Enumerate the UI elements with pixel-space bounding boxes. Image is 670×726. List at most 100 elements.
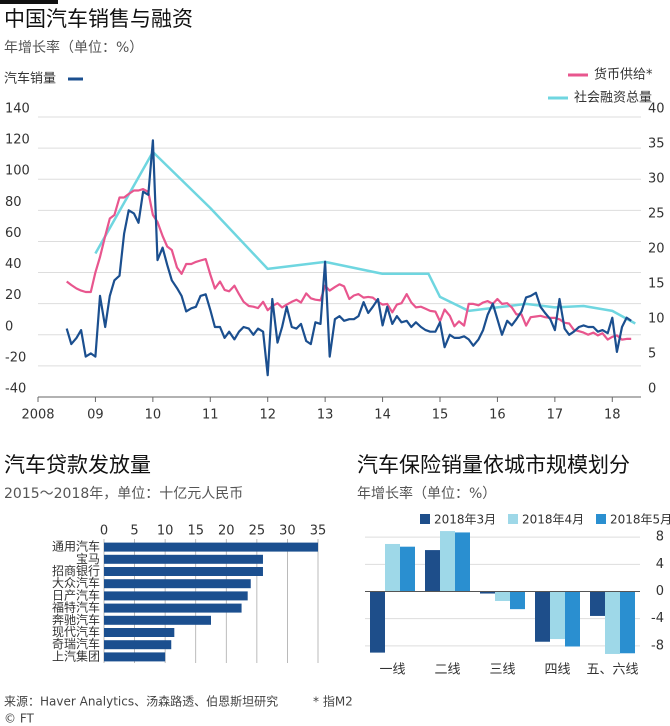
y-tick-label: 120: [5, 133, 30, 148]
legend-swatch: [420, 514, 430, 524]
legend-label: 2018年5月: [610, 513, 670, 527]
y2-tick-label: 15: [648, 277, 665, 292]
x-tick-label: 20: [218, 524, 235, 539]
x-tick-label: 10: [157, 524, 174, 539]
y2-tick-label: 40: [648, 102, 665, 117]
chart-subtitle: 年增长率（单位：%）: [357, 485, 496, 502]
source: 来源：Haver Analytics、汤森路透、伯恩斯坦研究: [4, 694, 278, 709]
y-tick-label: 4: [656, 557, 664, 572]
x-tick-label: 30: [279, 524, 296, 539]
bar: [440, 531, 455, 592]
y2-tick-label: 35: [648, 137, 665, 152]
legend-swatch: [596, 514, 606, 524]
y-tick-label: -20: [5, 350, 26, 365]
x-tick-label: 25: [249, 524, 266, 539]
y-tick-label: -40: [5, 382, 26, 397]
x-tick-label: 三线: [489, 663, 515, 678]
x-tick-label: 17: [547, 408, 564, 423]
x-tick-label: 二线: [434, 663, 460, 678]
category-label: 上汽集团: [52, 648, 100, 663]
bar: [104, 615, 211, 625]
legend-label: 汽车销量: [4, 71, 56, 87]
category-label: 通用汽车: [52, 539, 100, 554]
y-tick-label: 80: [5, 195, 22, 210]
chart-title: 汽车贷款发放量: [4, 453, 151, 477]
bar: [385, 543, 400, 592]
bar: [425, 550, 440, 592]
bar: [104, 542, 318, 552]
y2-tick-label: 20: [648, 242, 665, 257]
chart-title: 汽车保险销量依城市规模划分: [357, 453, 630, 477]
y-tick-label: 20: [5, 288, 22, 303]
bar: [510, 591, 525, 610]
y-tick-label: 0: [5, 319, 13, 334]
bar: [480, 591, 495, 594]
y2-tick-label: 10: [648, 312, 665, 327]
bar: [550, 591, 565, 640]
y2-tick-label: 0: [648, 382, 656, 397]
bar: [535, 591, 550, 642]
legend-label: 社会融资总量: [574, 90, 652, 106]
top-bar: [0, 0, 58, 4]
y-tick-label: 100: [5, 164, 30, 179]
y-tick-label: 0: [656, 584, 664, 599]
x-tick-label: 2008: [21, 408, 54, 423]
category-label: 宝马: [76, 552, 100, 566]
bar: [565, 591, 580, 647]
x-tick-label: 13: [317, 408, 334, 423]
copyright: © FT: [4, 712, 35, 726]
category-label: 奔驰汽车: [52, 612, 100, 627]
y-tick-label: 140: [5, 102, 30, 117]
legend-swatch: [508, 514, 518, 524]
y2-tick-label: 30: [648, 172, 665, 187]
bar: [605, 591, 620, 654]
x-tick-label: 16: [489, 408, 506, 423]
x-tick-label: 10: [145, 408, 162, 423]
chart-subtitle: 年增长率（单位：%）: [4, 39, 143, 56]
bar: [495, 591, 510, 602]
legend-label: 2018年4月: [522, 513, 584, 527]
bar: [104, 579, 251, 589]
bar: [104, 603, 242, 613]
category-label: 现代汽车: [52, 624, 100, 639]
bar: [590, 591, 605, 616]
bar: [620, 591, 635, 654]
series-line: [94, 150, 636, 325]
x-tick-label: 四线: [544, 663, 570, 678]
x-tick-label: 5: [130, 524, 138, 539]
x-tick-label: 35: [310, 524, 327, 539]
bar: [104, 628, 175, 637]
y-tick-label: -8: [651, 638, 664, 653]
x-tick-label: 0: [100, 524, 108, 539]
x-tick-label: 18: [604, 408, 621, 423]
bar: [400, 546, 415, 592]
y-tick-label: 40: [5, 257, 22, 272]
x-tick-label: 五、六线: [586, 663, 638, 678]
bar: [104, 640, 172, 650]
category-label: 福特汽车: [52, 600, 100, 615]
x-tick-label: 14: [374, 408, 391, 423]
y2-tick-label: 25: [648, 207, 665, 222]
series-line: [65, 139, 632, 377]
category-label: 奇瑞汽车: [52, 636, 100, 651]
category-label: 日产汽车: [52, 587, 100, 602]
bar: [104, 652, 166, 662]
bar: [370, 591, 385, 653]
x-tick-label: 15: [432, 408, 449, 423]
x-tick-label: 12: [259, 408, 276, 423]
y-tick-label: -4: [651, 611, 664, 626]
bar: [104, 567, 263, 576]
bar: [104, 591, 248, 601]
chart-title: 中国汽车销售与融资: [4, 7, 193, 31]
series-line: [66, 188, 632, 341]
chart-subtitle: 2015～2018年，单位：十亿元人民币: [4, 486, 243, 502]
category-label: 大众汽车: [52, 575, 100, 590]
x-tick-label: 11: [202, 408, 219, 423]
bar: [104, 554, 263, 564]
legend-label: 货币供给*: [594, 67, 653, 83]
x-tick-label: 15: [187, 524, 204, 539]
y2-tick-label: 5: [648, 347, 656, 362]
bar: [455, 532, 470, 592]
x-tick-label: 一线: [379, 663, 405, 678]
